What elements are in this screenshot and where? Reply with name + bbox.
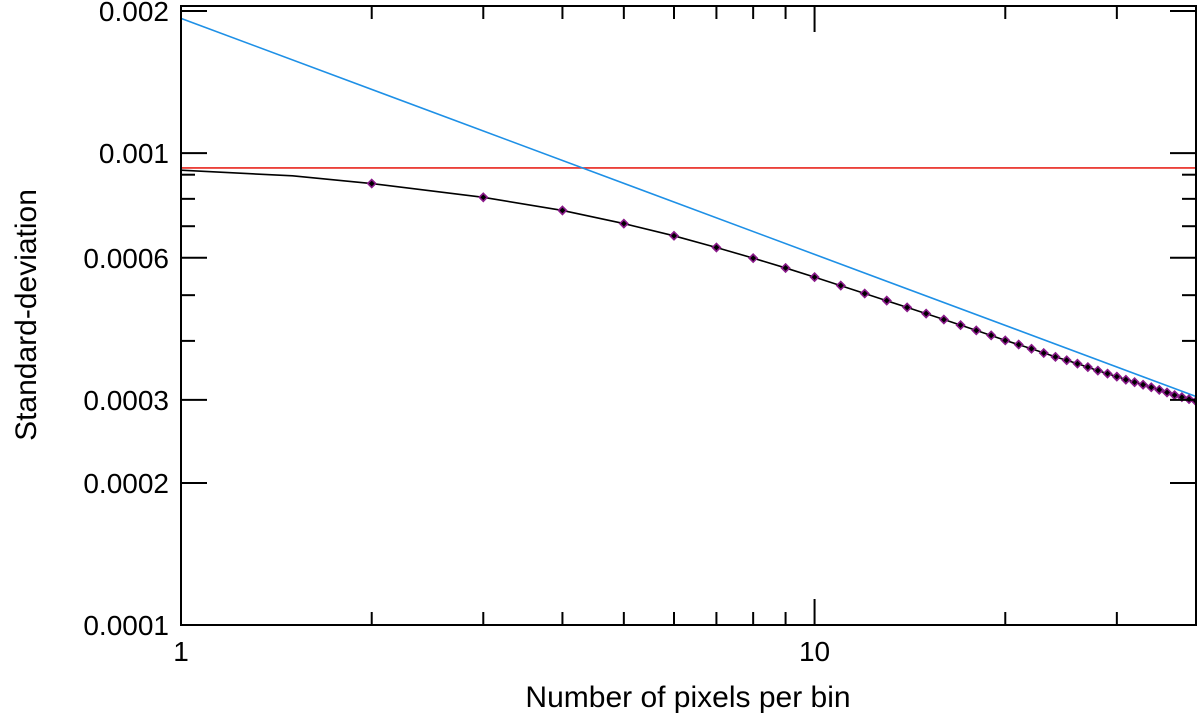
series-group <box>181 17 1196 407</box>
y-tick-label: 0.0006 <box>83 243 169 274</box>
data-point-marker <box>809 271 820 283</box>
data-point-marker <box>986 330 997 341</box>
data-point-marker <box>1120 374 1132 385</box>
data-point-marker <box>881 295 892 306</box>
series-power-law-line <box>181 17 1196 398</box>
data-point-marker <box>1082 361 1093 373</box>
data-point-marker <box>748 253 759 264</box>
y-tick-label: 0.001 <box>99 138 169 169</box>
data-point-marker <box>1161 387 1173 398</box>
y-tick-label: 0.0002 <box>83 468 169 499</box>
data-point-marker <box>971 325 982 336</box>
data-point-marker <box>557 205 568 216</box>
data-point-marker <box>1000 335 1011 346</box>
data-point-marker <box>1129 377 1140 388</box>
data-point-marker <box>835 280 846 291</box>
data-point-marker <box>1102 368 1113 379</box>
data-point-marker <box>1038 347 1049 359</box>
axis-frame <box>180 5 1197 626</box>
data-point-marker <box>668 230 680 241</box>
data-point-marker <box>902 302 913 313</box>
y-tick-label: 0.0001 <box>83 610 169 641</box>
data-point-marker <box>1137 379 1149 390</box>
data-point-marker <box>1146 382 1157 393</box>
y-tick-label: 0.002 <box>99 0 169 27</box>
series-model-curve <box>181 169 1196 402</box>
data-point-marker <box>1072 358 1083 369</box>
data-point-marker <box>1092 365 1103 376</box>
data-point-marker <box>1154 384 1165 395</box>
data-point-marker <box>780 262 791 274</box>
data-point-marker <box>1111 371 1122 382</box>
data-point-marker <box>938 314 950 325</box>
data-point-marker <box>1013 339 1024 350</box>
data-point-marker <box>711 242 722 253</box>
data-point-marker <box>859 288 870 299</box>
data-point-marker <box>618 218 629 229</box>
data-point-marker <box>478 192 489 203</box>
y-tick-label: 0.0003 <box>83 385 169 416</box>
x-tick-label: 10 <box>799 636 830 667</box>
data-point-marker <box>1050 351 1061 363</box>
x-axis-label: Number of pixels per bin <box>525 681 850 714</box>
data-point-marker <box>920 308 932 319</box>
data-point-marker <box>1026 343 1037 354</box>
data-point-marker <box>366 178 377 189</box>
data-point-marker <box>1061 355 1072 366</box>
data-point-marker <box>955 319 966 331</box>
x-tick-label: 1 <box>173 636 189 667</box>
plot-area <box>181 17 1196 407</box>
axis-ticks: 0.0001 0.0002 0.0003 0.0006 0.001 0.002 1 10 <box>83 0 1197 667</box>
y-axis-label: Standard-deviation <box>10 189 43 441</box>
